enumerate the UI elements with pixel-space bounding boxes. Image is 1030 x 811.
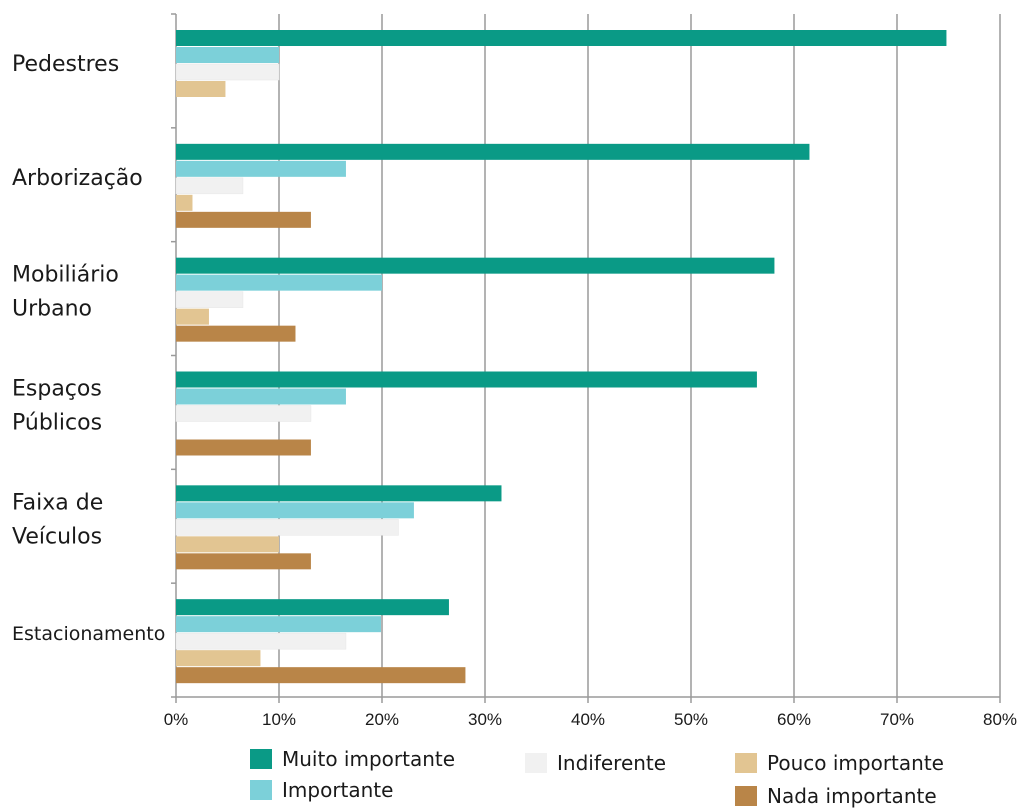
bar <box>176 47 279 63</box>
bar <box>176 325 296 342</box>
x-tick-label: 80% <box>983 710 1017 729</box>
category-label: Urbano <box>12 297 92 322</box>
bar <box>176 650 261 667</box>
bar <box>176 30 947 46</box>
bar <box>176 485 502 502</box>
category-label: Faixa de <box>12 490 103 515</box>
category-label: Estacionamento <box>12 623 165 645</box>
bar <box>176 211 311 228</box>
bar <box>176 667 466 684</box>
bar <box>176 553 311 570</box>
bar <box>176 194 193 211</box>
bar <box>176 388 346 405</box>
bar <box>176 308 209 325</box>
category-label: Públicos <box>12 410 102 435</box>
bar <box>175 519 399 536</box>
x-tick-label: 50% <box>674 710 708 729</box>
category-label: Pedestres <box>12 52 119 77</box>
bar <box>176 160 346 177</box>
bar <box>176 143 810 160</box>
x-tick-label: 60% <box>777 710 811 729</box>
bar <box>175 405 312 422</box>
bar <box>175 291 244 308</box>
bar <box>176 502 414 519</box>
x-tick-label: 40% <box>571 710 605 729</box>
x-tick-label: 70% <box>880 710 914 729</box>
category-label: Arborização <box>12 166 143 191</box>
category-label: Veículos <box>12 524 102 549</box>
bar <box>176 536 279 553</box>
x-tick-label: 30% <box>468 710 502 729</box>
bar <box>175 63 280 81</box>
bar <box>176 616 381 633</box>
bar <box>176 371 757 388</box>
x-tick-label: 20% <box>365 710 399 729</box>
category-label: Espaços <box>12 376 102 401</box>
bar <box>176 599 449 616</box>
bar <box>176 274 382 291</box>
x-tick-label: 10% <box>262 710 296 729</box>
bar <box>175 177 244 195</box>
bar <box>176 81 226 97</box>
x-tick-label: 0% <box>164 710 189 729</box>
category-label: Mobiliário <box>12 263 119 288</box>
bar <box>176 257 775 274</box>
bar <box>175 632 347 650</box>
bar <box>176 439 311 456</box>
